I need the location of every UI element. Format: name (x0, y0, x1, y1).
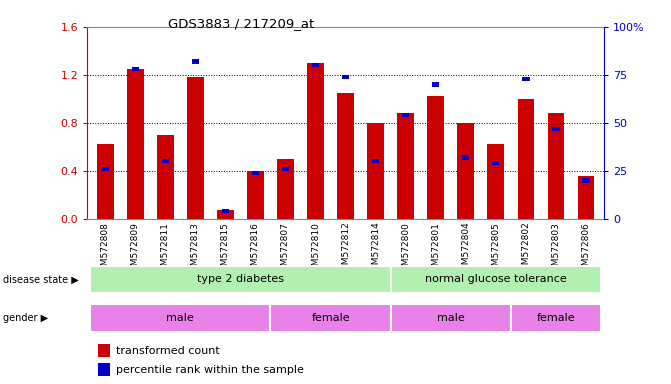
Bar (338, 93, 354, 219)
Bar (307, 63, 324, 219)
Bar (372, 159, 379, 163)
Bar (221, 209, 229, 213)
Bar (97, 344, 111, 357)
Text: type 2 diabetes: type 2 diabetes (197, 274, 284, 285)
Text: female: female (537, 313, 575, 323)
Bar (488, 144, 504, 219)
Text: female: female (311, 313, 350, 323)
Text: normal glucose tolerance: normal glucose tolerance (425, 274, 566, 285)
Bar (157, 135, 174, 219)
Bar (90, 266, 391, 293)
Bar (187, 77, 203, 219)
Bar (97, 363, 111, 376)
Bar (552, 127, 560, 131)
Bar (132, 67, 139, 71)
Bar (247, 171, 264, 219)
Bar (97, 144, 113, 219)
Bar (462, 156, 470, 159)
Bar (522, 77, 529, 81)
Bar (548, 113, 564, 219)
Bar (282, 167, 289, 171)
Text: transformed count: transformed count (115, 346, 219, 356)
Bar (217, 210, 234, 219)
Bar (511, 304, 601, 331)
Bar (397, 113, 414, 219)
Text: GDS3883 / 217209_at: GDS3883 / 217209_at (168, 17, 314, 30)
Bar (127, 69, 144, 219)
Bar (277, 159, 294, 219)
Bar (90, 304, 270, 331)
Bar (312, 63, 319, 67)
Bar (101, 167, 109, 171)
Bar (270, 304, 391, 331)
Bar (367, 123, 384, 219)
Bar (162, 159, 169, 163)
Bar (391, 266, 601, 293)
Bar (578, 176, 594, 219)
Bar (192, 60, 199, 63)
Bar (492, 161, 499, 165)
Bar (432, 83, 440, 86)
Text: male: male (437, 313, 464, 323)
Text: gender ▶: gender ▶ (3, 313, 48, 323)
Bar (402, 113, 409, 117)
Bar (391, 304, 511, 331)
Text: disease state ▶: disease state ▶ (3, 274, 79, 285)
Bar (252, 171, 259, 175)
Bar (458, 123, 474, 219)
Bar (342, 75, 350, 79)
Bar (427, 96, 444, 219)
Bar (582, 179, 590, 182)
Text: percentile rank within the sample: percentile rank within the sample (115, 364, 303, 375)
Bar (517, 99, 534, 219)
Text: male: male (166, 313, 194, 323)
